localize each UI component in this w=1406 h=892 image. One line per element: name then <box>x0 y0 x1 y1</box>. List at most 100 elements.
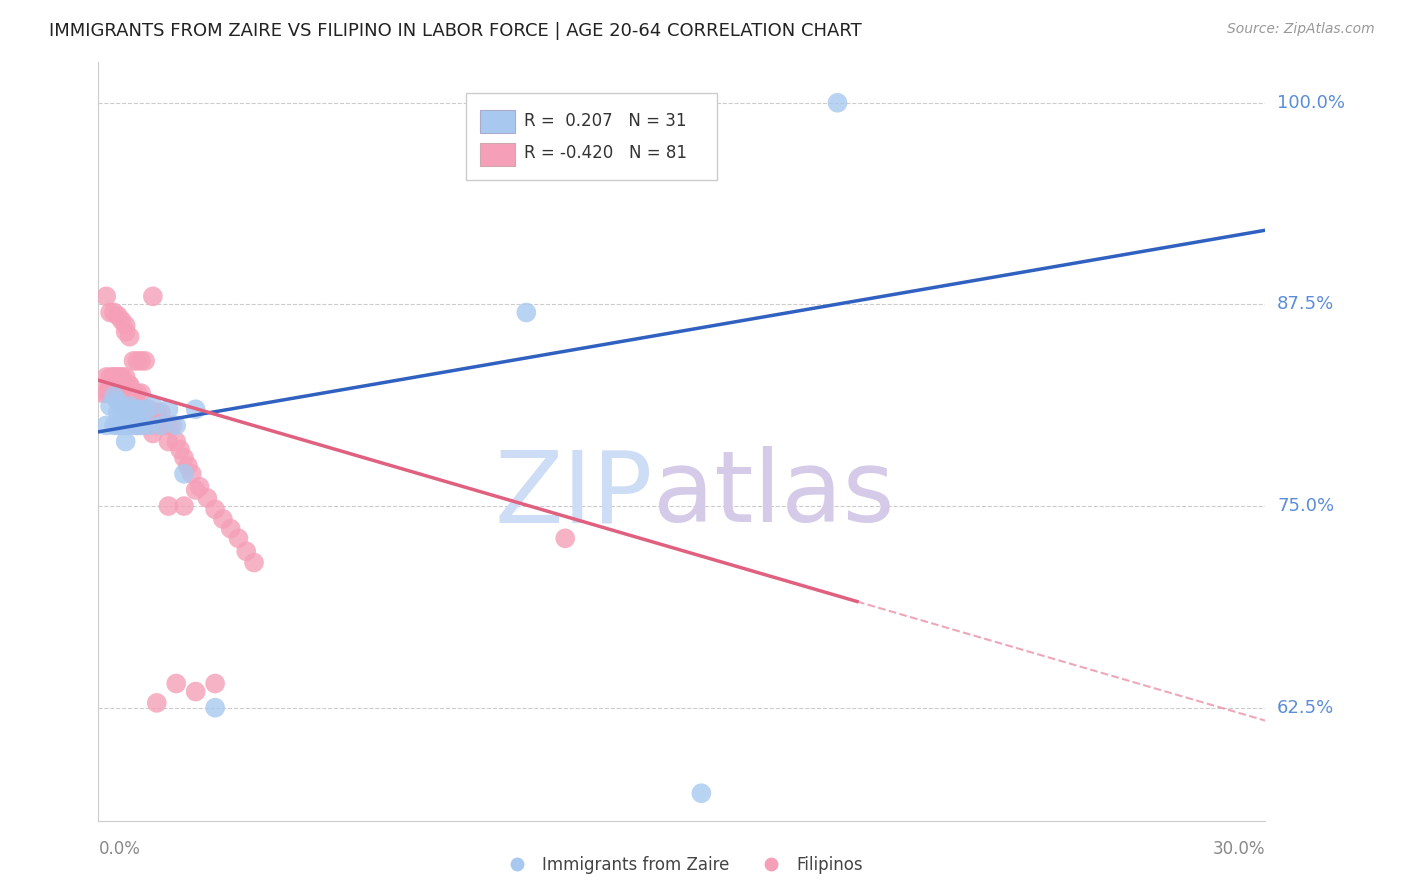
Point <box>118 399 141 413</box>
Point <box>107 370 129 384</box>
Text: R = -0.420   N = 81: R = -0.420 N = 81 <box>524 145 688 162</box>
Point <box>129 418 152 433</box>
FancyBboxPatch shape <box>465 93 717 180</box>
Point <box>243 556 266 570</box>
Point <box>107 309 129 323</box>
Point <box>142 426 165 441</box>
Point <box>103 386 125 401</box>
Point <box>127 418 149 433</box>
Point <box>173 450 195 465</box>
Point <box>122 386 145 401</box>
Point <box>111 405 134 419</box>
Point <box>138 402 160 417</box>
Point <box>127 386 149 401</box>
Point <box>98 378 121 392</box>
Legend: Immigrants from Zaire, Filipinos: Immigrants from Zaire, Filipinos <box>494 849 870 880</box>
Point <box>96 289 118 303</box>
Point <box>554 532 576 546</box>
Point <box>515 305 537 319</box>
Point <box>103 370 125 384</box>
Point <box>103 305 125 319</box>
FancyBboxPatch shape <box>479 111 515 133</box>
Point <box>111 370 134 384</box>
Point <box>827 95 849 110</box>
Point <box>127 418 149 433</box>
Point <box>165 434 187 449</box>
Point <box>146 696 169 710</box>
Point <box>118 378 141 392</box>
Point <box>118 402 141 417</box>
Point <box>103 418 125 433</box>
Point <box>129 354 152 368</box>
Point <box>107 383 129 397</box>
Text: atlas: atlas <box>652 446 894 543</box>
Point <box>114 410 136 425</box>
Point <box>127 402 149 417</box>
Text: 75.0%: 75.0% <box>1277 497 1334 515</box>
Point <box>180 467 202 481</box>
Point <box>111 378 134 392</box>
Point <box>157 499 180 513</box>
Point <box>114 378 136 392</box>
Point <box>107 394 129 409</box>
Point <box>149 405 172 419</box>
Point <box>103 383 125 397</box>
Point <box>165 676 187 690</box>
Point <box>114 434 136 449</box>
Point <box>111 313 134 327</box>
Point <box>146 418 169 433</box>
Point <box>122 354 145 368</box>
Point <box>157 418 180 433</box>
Point <box>107 405 129 419</box>
Point <box>127 402 149 417</box>
Point <box>188 480 211 494</box>
Point <box>98 386 121 401</box>
Point <box>184 402 207 417</box>
Text: IMMIGRANTS FROM ZAIRE VS FILIPINO IN LABOR FORCE | AGE 20-64 CORRELATION CHART: IMMIGRANTS FROM ZAIRE VS FILIPINO IN LAB… <box>49 22 862 40</box>
Point <box>142 289 165 303</box>
Point <box>129 386 152 401</box>
Point <box>107 378 129 392</box>
Point <box>204 700 226 714</box>
Text: R =  0.207   N = 31: R = 0.207 N = 31 <box>524 112 688 130</box>
Point <box>127 399 149 413</box>
Point <box>204 502 226 516</box>
Point <box>157 402 180 417</box>
Point <box>157 434 180 449</box>
Text: 0.0%: 0.0% <box>98 840 141 858</box>
Text: ZIP: ZIP <box>495 446 652 543</box>
Point <box>690 786 713 800</box>
Point <box>91 386 114 401</box>
Point <box>111 394 134 409</box>
Point <box>235 544 257 558</box>
Point <box>138 418 160 433</box>
Point <box>96 370 118 384</box>
Point <box>114 318 136 333</box>
Point <box>111 386 134 401</box>
Text: Source: ZipAtlas.com: Source: ZipAtlas.com <box>1227 22 1375 37</box>
Point <box>114 418 136 433</box>
Point <box>107 418 129 433</box>
Point <box>111 370 134 384</box>
Text: 87.5%: 87.5% <box>1277 295 1334 313</box>
Point <box>118 394 141 409</box>
Point <box>212 512 235 526</box>
Text: 30.0%: 30.0% <box>1213 840 1265 858</box>
Point <box>103 370 125 384</box>
Point <box>114 370 136 384</box>
Point <box>173 467 195 481</box>
Point <box>184 684 207 698</box>
Point <box>165 418 187 433</box>
Point <box>111 402 134 417</box>
Point <box>98 370 121 384</box>
Point <box>195 491 218 505</box>
Point <box>114 402 136 417</box>
Point <box>122 405 145 419</box>
Point <box>162 418 184 433</box>
Point <box>107 386 129 401</box>
Point <box>204 676 226 690</box>
Point <box>146 405 169 419</box>
Point <box>173 499 195 513</box>
Point <box>134 402 156 417</box>
Point <box>114 325 136 339</box>
